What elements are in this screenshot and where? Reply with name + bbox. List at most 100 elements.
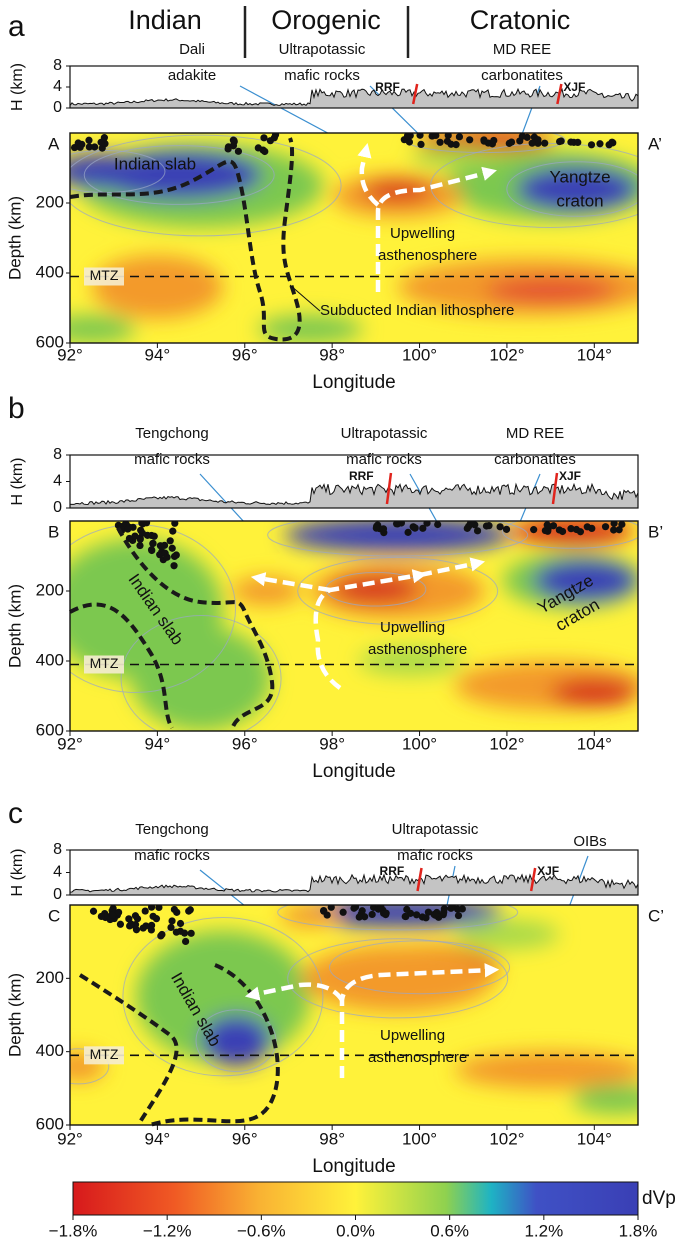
earthquake [133, 915, 142, 923]
earthquake [466, 136, 474, 144]
h-axis-label: H (km) [9, 849, 26, 897]
h-axis-label: H (km) [9, 63, 26, 111]
fault [416, 867, 423, 892]
contour [267, 521, 529, 557]
anomaly [201, 1014, 271, 1067]
longitude-tick-label: 98° [319, 1129, 345, 1148]
earthquake [361, 913, 369, 921]
mtz-box [84, 1046, 124, 1065]
section-end: C’ [648, 906, 664, 925]
earthquake [610, 526, 618, 534]
header-indian: Indian [128, 5, 202, 35]
annotation: MD REE [493, 41, 551, 58]
velocity-field [70, 521, 638, 731]
earthquake [116, 920, 125, 928]
annotation: MD REE [506, 425, 564, 442]
earthquake [169, 527, 177, 535]
depth-tick-label: 400 [36, 650, 64, 669]
anomaly [572, 1084, 638, 1114]
earthquake [125, 534, 134, 543]
depth-tick-label: 400 [36, 1041, 64, 1060]
h-tick-label: 0 [53, 99, 62, 116]
upwelling-label: asthenosphere [368, 641, 467, 658]
earthquake [136, 541, 144, 550]
depth-axis-label: Depth (km) [5, 973, 24, 1057]
topography [69, 87, 639, 109]
upwelling-label: Upwelling [390, 225, 455, 242]
section-end: B’ [648, 522, 663, 541]
annotation: Ultrapotassic [279, 41, 366, 58]
earthquake [431, 911, 439, 919]
earthquake [147, 905, 156, 911]
mtz-label: MTZ [90, 655, 119, 671]
velocity-field [70, 133, 638, 343]
contour [70, 134, 342, 237]
contour [70, 1048, 110, 1085]
annotation: carbonatites [481, 67, 563, 84]
contour [506, 161, 638, 217]
fault-label: XJF [563, 80, 585, 94]
earthquake [422, 914, 430, 922]
earthquake [185, 907, 193, 915]
anomaly [131, 626, 271, 731]
earthquake [163, 553, 171, 561]
earthquake [473, 527, 482, 535]
longitude-tick-label: 102° [489, 345, 524, 364]
annotation: mafic rocks [134, 847, 210, 864]
leader-line [289, 284, 321, 312]
depth-tick-label: 600 [36, 332, 64, 351]
longitude-tick-label: 94° [145, 1129, 171, 1148]
section-start: B [48, 522, 59, 541]
earthquake [138, 529, 146, 537]
depth-tick-label: 600 [36, 1114, 64, 1133]
craton-label: craton [556, 191, 603, 210]
header-cratonic: Cratonic [470, 5, 571, 35]
earthquake [413, 911, 421, 919]
earthquake [454, 911, 463, 920]
velocity-field [70, 905, 638, 1125]
anomaly [485, 278, 617, 303]
earthquake [97, 138, 105, 146]
earthquake [455, 133, 464, 141]
earthquake [320, 906, 328, 915]
earthquake [502, 525, 511, 533]
flow-arrow [419, 557, 486, 578]
earthquake [417, 140, 425, 149]
earthquake [147, 921, 156, 929]
earthquake [463, 524, 471, 532]
longitude-tick-label: 96° [232, 1129, 258, 1148]
earthquake [404, 528, 412, 536]
earthquake [618, 521, 626, 528]
anomaly [533, 559, 638, 602]
contour [287, 938, 509, 1019]
upwelling-label: asthenosphere [368, 1049, 467, 1066]
earthquake [142, 922, 150, 930]
longitude-tick-label: 92° [57, 345, 83, 364]
earthquake [136, 535, 144, 543]
craton-label: Yangtze [549, 167, 610, 186]
earthquake [339, 908, 347, 916]
topography [69, 482, 639, 509]
earthquake [166, 537, 174, 545]
slab-outline [69, 137, 302, 342]
earthquake [434, 521, 442, 529]
h-tick-label: 4 [53, 864, 62, 881]
panel-letter: a [8, 10, 25, 43]
colorbar-tick-label: −0.6% [237, 1221, 286, 1240]
earthquake [480, 136, 488, 144]
depth-axis-label: Depth (km) [5, 584, 24, 668]
h-tick-label: 8 [53, 57, 62, 74]
h-tick-label: 0 [53, 499, 62, 516]
h-tick-label: 4 [53, 473, 62, 490]
earthquake [379, 525, 388, 533]
contour [83, 145, 275, 205]
annotation: Dali [179, 41, 205, 58]
depth-tick-label: 200 [36, 968, 64, 987]
contour [277, 905, 519, 931]
earthquake [124, 525, 132, 533]
earthquake [171, 521, 179, 527]
earthquake [402, 912, 410, 921]
earthquake [139, 521, 147, 528]
earthquake [490, 136, 498, 145]
earthquake [458, 905, 466, 913]
